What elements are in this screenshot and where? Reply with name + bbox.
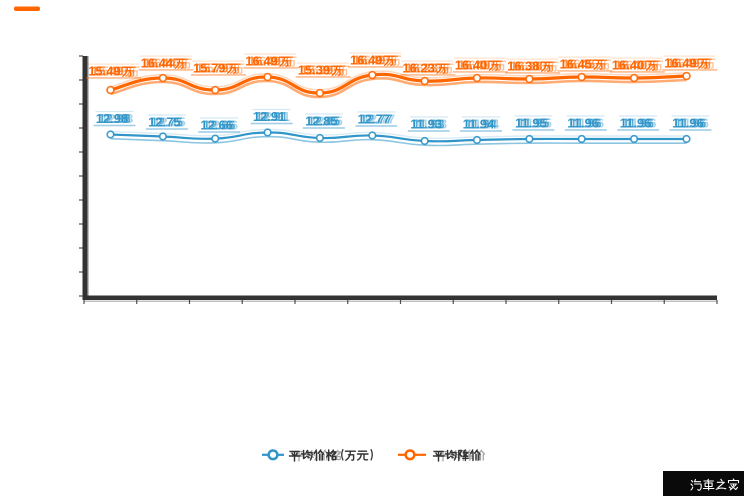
svg-text:15.39: 15.39: [301, 63, 334, 78]
svg-text:12.91: 12.91: [255, 109, 288, 124]
svg-text:11.96: 11.96: [675, 116, 707, 131]
svg-text:11.96: 11.96: [572, 116, 604, 131]
svg-text:16.45: 16.45: [566, 57, 599, 72]
svg-text:16.49: 16.49: [245, 54, 278, 69]
svg-text:12.75: 12.75: [151, 115, 184, 130]
svg-text:12.85: 12.85: [308, 114, 341, 129]
svg-text:11.96: 11.96: [677, 116, 709, 131]
svg-text:16.38: 16.38: [514, 59, 547, 74]
svg-text:16.44: 16.44: [144, 56, 177, 71]
svg-text:11.94: 11.94: [465, 117, 498, 132]
svg-text:11.95: 11.95: [520, 116, 552, 131]
svg-text:12.66: 12.66: [203, 118, 236, 133]
svg-text:16.40: 16.40: [455, 58, 488, 73]
svg-text:12.77: 12.77: [360, 112, 393, 127]
svg-text:15.49: 15.49: [88, 64, 121, 79]
svg-text:16.40: 16.40: [615, 58, 648, 73]
svg-text:16.45: 16.45: [563, 57, 596, 72]
svg-text:16.38: 16.38: [507, 59, 540, 74]
svg-text:16.23: 16.23: [409, 61, 442, 76]
svg-text:16.49: 16.49: [671, 56, 704, 71]
svg-text:11.96: 11.96: [620, 116, 652, 131]
svg-text:15.79: 15.79: [193, 61, 226, 76]
svg-text:11.93: 11.93: [415, 117, 447, 132]
svg-text:16.44: 16.44: [147, 56, 180, 71]
svg-text:11.95: 11.95: [517, 116, 549, 131]
svg-text:15.79: 15.79: [200, 61, 233, 76]
svg-text:11.94: 11.94: [468, 117, 501, 132]
svg-text:15.49: 15.49: [91, 64, 124, 79]
svg-text:16.44: 16.44: [141, 56, 174, 71]
svg-text:16.40: 16.40: [458, 58, 491, 73]
svg-text:16.38: 16.38: [510, 59, 543, 74]
svg-text:12.91: 12.91: [258, 109, 291, 124]
svg-text:16.49: 16.49: [350, 53, 383, 68]
svg-text:15.39: 15.39: [298, 63, 331, 78]
svg-text:16.40: 16.40: [612, 58, 645, 73]
svg-text:11.96: 11.96: [622, 116, 654, 131]
svg-text:15.39: 15.39: [304, 63, 337, 78]
svg-text:16.49: 16.49: [252, 54, 285, 69]
svg-text:16.45: 16.45: [560, 57, 593, 72]
svg-text:11.96: 11.96: [625, 116, 657, 131]
svg-text:11.96: 11.96: [567, 116, 599, 131]
svg-text:11.93: 11.93: [410, 117, 442, 132]
svg-text:12.98: 12.98: [98, 111, 131, 126]
svg-text:16.40: 16.40: [618, 58, 651, 73]
svg-text:12.85: 12.85: [310, 114, 343, 129]
svg-text:12.98: 12.98: [101, 111, 134, 126]
svg-text:12.85: 12.85: [305, 114, 338, 129]
svg-text:16.49: 16.49: [664, 56, 697, 71]
svg-text:16.40: 16.40: [461, 58, 494, 73]
svg-text:11.94: 11.94: [463, 117, 496, 132]
svg-text:16.49: 16.49: [667, 56, 700, 71]
svg-text:15.79: 15.79: [196, 61, 229, 76]
svg-text:11.96: 11.96: [672, 116, 704, 131]
svg-text:16.23: 16.23: [402, 61, 435, 76]
svg-text:12.66: 12.66: [200, 118, 233, 133]
svg-text:12.77: 12.77: [363, 112, 396, 127]
svg-text:12.75: 12.75: [148, 115, 181, 130]
svg-text:11.93: 11.93: [413, 117, 445, 132]
svg-text:12.98: 12.98: [96, 111, 129, 126]
svg-text:12.77: 12.77: [358, 112, 391, 127]
svg-text:11.95: 11.95: [515, 116, 547, 131]
svg-text:16.49: 16.49: [248, 54, 281, 69]
svg-text:15.49: 15.49: [95, 64, 128, 79]
svg-text:12.91: 12.91: [253, 109, 286, 124]
svg-text:12.66: 12.66: [205, 118, 238, 133]
svg-text:11.96: 11.96: [570, 116, 602, 131]
svg-text:16.49: 16.49: [353, 53, 386, 68]
svg-text:12.75: 12.75: [153, 115, 186, 130]
svg-text:16.23: 16.23: [405, 61, 438, 76]
svg-text:16.49: 16.49: [357, 53, 390, 68]
